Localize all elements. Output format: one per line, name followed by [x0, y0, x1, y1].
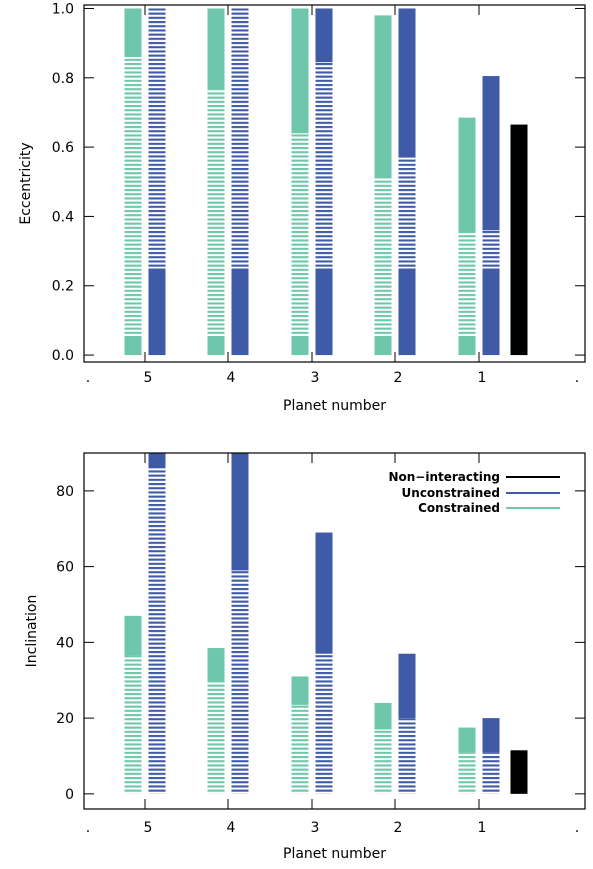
unconstrained-bar-5-solid-low [148, 268, 166, 356]
plot-frame [83, 4, 586, 363]
constrained-bar-4-solid-low [207, 336, 225, 356]
x-axis-end-mark: . [575, 370, 579, 386]
unconstrained-bar-1-solid-high [482, 718, 500, 753]
constrained-bar-3-hatched [291, 704, 309, 794]
constrained-bar-4-hatched [207, 89, 225, 337]
unconstrained-bar-4-solid-high [231, 453, 249, 571]
y-tick-label: 0.6 [52, 140, 74, 156]
constrained-bar-2-hatched [374, 729, 392, 794]
y-tick-label: 80 [56, 484, 74, 500]
constrained-bar-4-solid-high [207, 648, 225, 683]
constrained-bar-5-solid-high [124, 8, 142, 57]
unconstrained-bar-3-hatched [315, 62, 333, 269]
x-tick-label-4: 4 [227, 820, 236, 836]
constrained-bar-2-solid-high [374, 15, 392, 179]
y-axis-title: Eccentricity [18, 142, 34, 224]
constrained-bar-1-solid-low [458, 336, 476, 356]
constrained-bar-1-hatched [458, 752, 476, 794]
x-tick-label-2: 2 [394, 820, 403, 836]
y-tick-label: 20 [56, 711, 74, 727]
x-tick-label-3: 3 [311, 820, 320, 836]
constrained-bar-4-hatched [207, 682, 225, 794]
non-interacting-bar-1-solid-low [510, 750, 528, 794]
y-tick-label: 0.8 [52, 71, 74, 87]
plot-frame [83, 452, 586, 810]
y-axis-title: Inclination [24, 595, 40, 668]
unconstrained-bar-1-solid-high [482, 76, 500, 231]
y-tick-label: 1.0 [52, 1, 74, 17]
constrained-bar-1-solid-high [458, 117, 476, 233]
constrained-bar-5-solid-high [124, 615, 142, 656]
constrained-bar-5-solid-low [124, 336, 142, 356]
constrained-bar-3-solid-low [291, 336, 309, 356]
x-tick-label-1: 1 [478, 370, 487, 386]
y-tick-label: 0.4 [52, 209, 74, 225]
unconstrained-bar-3-solid-high [315, 532, 333, 654]
x-tick-label-3: 3 [311, 370, 320, 386]
y-tick-label: 40 [56, 635, 74, 651]
unconstrained-bar-4-hatched [231, 8, 249, 269]
unconstrained-bar-4-hatched [231, 570, 249, 794]
unconstrained-bar-3-solid-low [315, 268, 333, 356]
unconstrained-bar-5-solid-high [148, 453, 166, 469]
x-tick-label-5: 5 [144, 370, 153, 386]
x-axis-title: Planet number [283, 398, 386, 414]
x-tick-label-5: 5 [144, 820, 153, 836]
eccentricity-chart: 0.0 0.2 0.4 0.6 0.8 1.0 5 4 3 2 1. . Planet number Ec… [18, 1, 586, 414]
legend-label-non-interacting: Non−interacting [388, 470, 500, 484]
constrained-bar-4-solid-high [207, 8, 225, 90]
unconstrained-bar-3-solid-high [315, 8, 333, 63]
y-tick-label: 0.2 [52, 279, 74, 295]
unconstrained-bar-5-hatched [148, 8, 166, 269]
constrained-bar-5-hatched [124, 56, 142, 337]
legend-label-constrained: Constrained [418, 501, 500, 515]
unconstrained-bar-1-hatched [482, 230, 500, 269]
constrained-bar-3-hatched [291, 133, 309, 337]
legend-label-unconstrained: Unconstrained [402, 486, 500, 500]
y-tick-label: 60 [56, 560, 74, 576]
unconstrained-bar-2-hatched [398, 718, 416, 794]
constrained-bar-3-solid-high [291, 8, 309, 134]
x-tick-label-1: 1 [478, 820, 487, 836]
constrained-bar-1-hatched [458, 232, 476, 337]
constrained-bar-3-solid-high [291, 676, 309, 705]
unconstrained-bar-3-hatched [315, 653, 333, 794]
y-tick-label: 0 [65, 787, 74, 803]
y-tick-label: 0.0 [52, 348, 74, 364]
constrained-bar-2-solid-low [374, 336, 392, 356]
unconstrained-bar-2-hatched [398, 157, 416, 269]
x-axis-end-mark: . [86, 820, 90, 836]
x-axis-end-mark: . [575, 820, 579, 836]
constrained-bar-5-hatched [124, 655, 142, 794]
constrained-bar-2-solid-high [374, 702, 392, 730]
unconstrained-bar-1-solid-low [482, 268, 500, 356]
unconstrained-bar-2-solid-low [398, 268, 416, 356]
unconstrained-bar-2-solid-high [398, 653, 416, 719]
x-axis-title: Planet number [283, 846, 386, 862]
constrained-bar-2-hatched [374, 178, 392, 337]
non-interacting-bar-1-solid-low [510, 124, 528, 356]
unconstrained-bar-5-hatched [148, 468, 166, 794]
unconstrained-bar-2-solid-high [398, 8, 416, 158]
unconstrained-bar-4-solid-low [231, 268, 249, 356]
constrained-bar-1-solid-high [458, 727, 476, 753]
unconstrained-bar-1-hatched [482, 752, 500, 794]
x-tick-label-4: 4 [227, 370, 236, 386]
x-axis-end-mark: . [86, 370, 90, 386]
x-tick-label-2: 2 [394, 370, 403, 386]
inclination-chart: 0 20 40 60 80 5 4 3 2 1. . Planet number Inclination… [24, 452, 586, 862]
